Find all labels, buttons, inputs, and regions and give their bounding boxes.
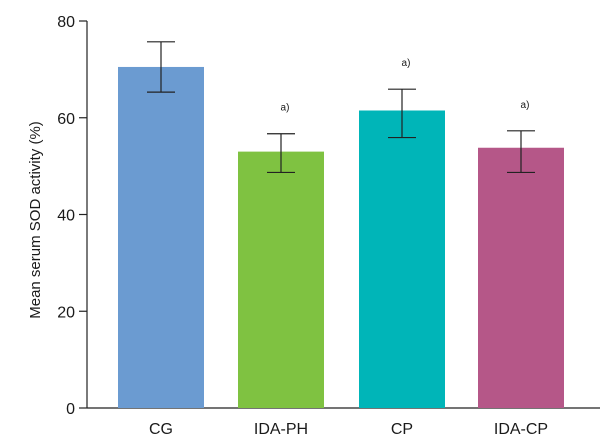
y-tick-label-3: 60 bbox=[57, 111, 75, 128]
error-bar-ida-ph bbox=[267, 133, 295, 174]
significance-annotations: a) a) a) bbox=[281, 58, 530, 114]
x-tick-label-ida-ph: IDA-PH bbox=[254, 421, 308, 438]
y-tick-label-2: 40 bbox=[57, 208, 75, 225]
y-axis-title: Mean serum SOD activity (%) bbox=[27, 121, 44, 319]
y-tick-label-0: 0 bbox=[66, 401, 75, 418]
x-tick-labels: CG IDA-PH CP IDA-CP bbox=[149, 421, 548, 438]
y-axis: 0 20 40 60 80 bbox=[57, 14, 88, 418]
annotation-ida-ph: a) bbox=[281, 103, 290, 114]
bars bbox=[118, 66, 564, 409]
annotation-cp: a) bbox=[402, 58, 411, 69]
x-tick-label-ida-cp: IDA-CP bbox=[494, 421, 548, 438]
bar-ida-cp bbox=[478, 147, 564, 408]
error-bar-cp bbox=[388, 88, 416, 139]
error-bar-cg bbox=[147, 41, 175, 93]
bar-cp bbox=[359, 110, 445, 409]
annotation-ida-cp: a) bbox=[521, 100, 530, 111]
y-tick-label-4: 80 bbox=[57, 14, 75, 31]
error-bars bbox=[147, 41, 535, 174]
x-tick-label-cg: CG bbox=[149, 421, 173, 438]
y-ticks: 0 20 40 60 80 bbox=[57, 14, 87, 418]
bar-cg bbox=[118, 66, 204, 409]
x-axis: CG IDA-PH CP IDA-CP bbox=[87, 407, 600, 438]
bar-ida-ph bbox=[238, 151, 324, 409]
x-tick-label-cp: CP bbox=[391, 421, 413, 438]
error-bar-ida-cp bbox=[507, 130, 535, 174]
y-tick-label-1: 20 bbox=[57, 304, 75, 321]
